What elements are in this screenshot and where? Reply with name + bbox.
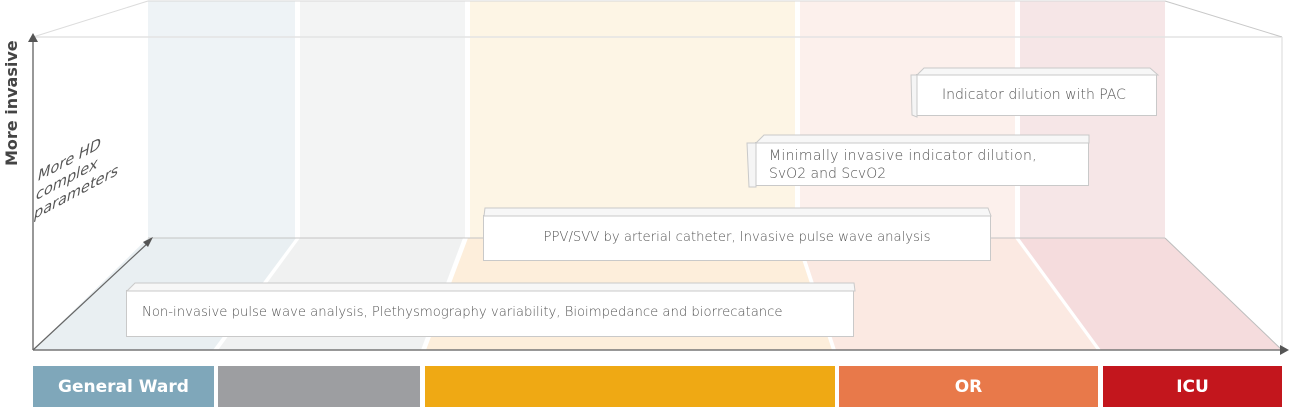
setting-label: ICU xyxy=(1176,376,1209,397)
setting-bar-or: OR xyxy=(839,366,1098,407)
floor-band-icu xyxy=(1019,238,1282,350)
setting-label: General Ward xyxy=(58,376,189,397)
back-band-gray xyxy=(300,1,465,238)
setting-bar-yellow xyxy=(425,366,835,407)
y-axis-label: More invasive xyxy=(2,40,21,166)
x-axis-arrow-icon xyxy=(1280,345,1289,355)
z-axis xyxy=(32,241,150,351)
technique-box-pac: Indicator dilution with PAC xyxy=(910,67,1160,118)
technique-box-minimally-invasive: Minimally invasive indicator dilution, S… xyxy=(746,134,1090,188)
technique-text: Non-invasive pulse wave analysis, Plethy… xyxy=(142,305,783,320)
technique-text: Indicator dilution with PAC xyxy=(942,87,1126,103)
back-band-or xyxy=(800,1,1015,238)
setting-bar-icu: ICU xyxy=(1103,366,1282,407)
technique-box-noninvasive: Non-invasive pulse wave analysis, Plethy… xyxy=(125,282,856,337)
technique-text: PPV/SVV by arterial catheter, Invasive p… xyxy=(543,230,931,245)
technique-box-arterial: PPV/SVV by arterial catheter, Invasive p… xyxy=(483,207,992,261)
back-band-yellow xyxy=(470,1,795,238)
z-axis-arrow-icon xyxy=(143,237,153,247)
y-axis-arrow-icon xyxy=(28,33,38,42)
back-band-icu xyxy=(1020,1,1165,238)
setting-label: OR xyxy=(954,376,983,397)
floor-band-or xyxy=(799,238,1097,350)
technique-text-line1: Minimally invasive indicator dilution, xyxy=(769,148,1037,164)
setting-bar-general-ward: General Ward xyxy=(33,366,214,407)
technique-text-line2: SvO2 and ScvO2 xyxy=(769,166,887,182)
setting-bar-gray xyxy=(218,366,420,407)
back-band-general-ward xyxy=(148,1,295,238)
